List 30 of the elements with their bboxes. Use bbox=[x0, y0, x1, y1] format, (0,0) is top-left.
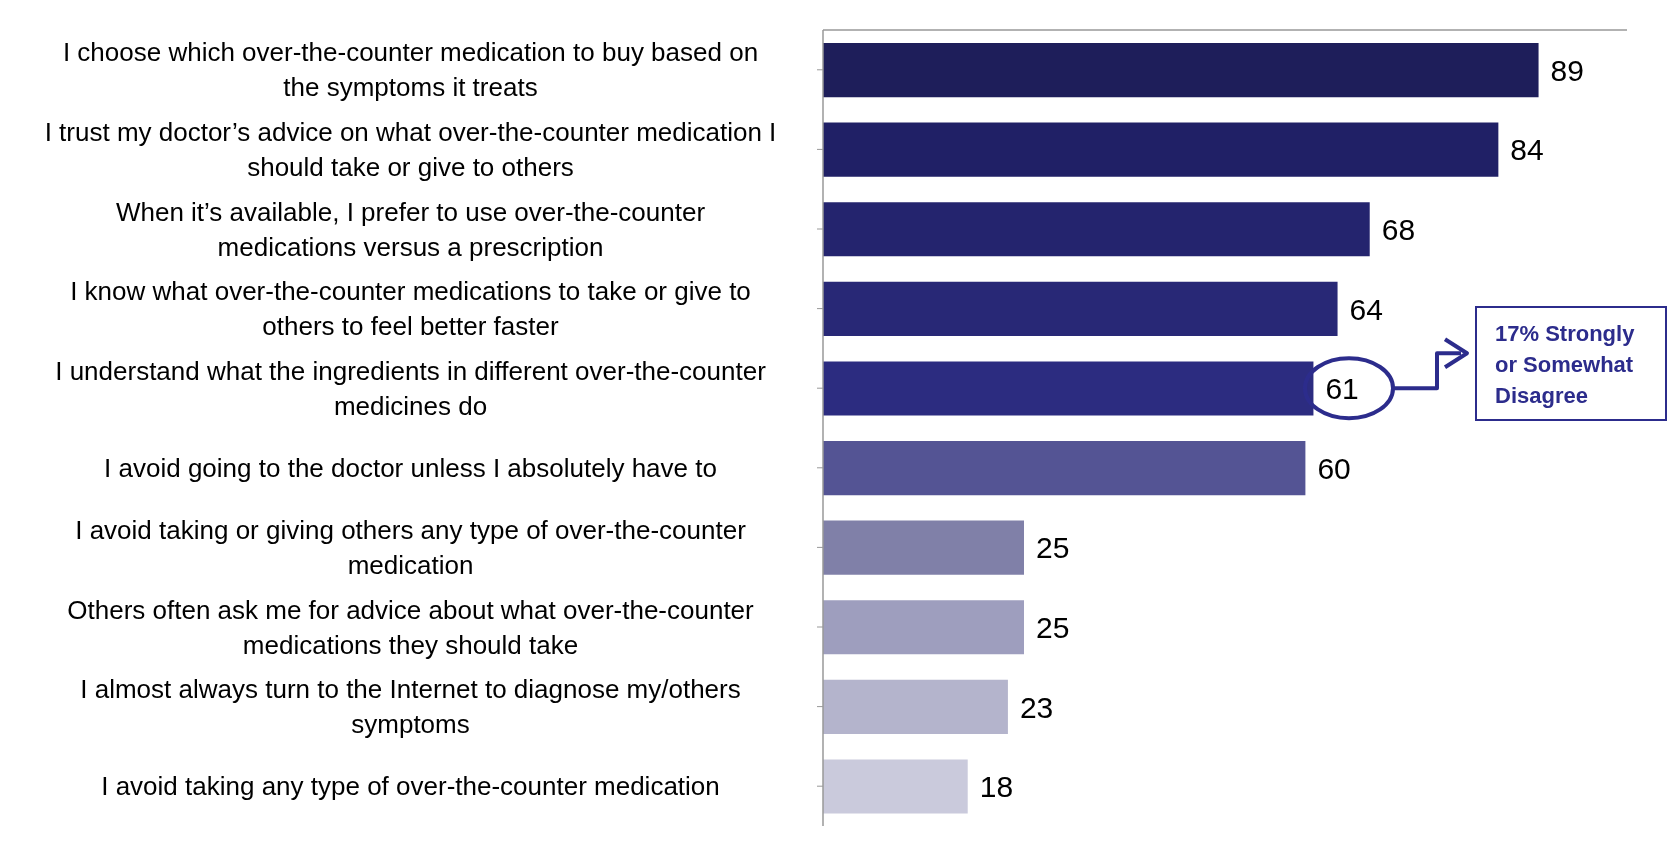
data-label: 68 bbox=[1381, 212, 1416, 246]
bar bbox=[823, 600, 1024, 655]
bar bbox=[823, 759, 968, 814]
bar bbox=[823, 43, 1539, 98]
y-tick-label: I trust my doctor’s advice on what over-the-counter medication I should take or give to others bbox=[44, 116, 777, 182]
bar bbox=[823, 202, 1370, 257]
bar bbox=[823, 281, 1338, 336]
y-tick-label: I understand what the ingredients in different over-the-counter medicines do bbox=[55, 355, 767, 421]
bar bbox=[823, 122, 1499, 177]
data-label: 64 bbox=[1349, 292, 1383, 326]
y-tick-label: I avoid taking any type of over-the-counter medication bbox=[101, 771, 720, 802]
bar bbox=[823, 679, 1008, 734]
data-label: 84 bbox=[1510, 133, 1544, 167]
data-label: 25 bbox=[1036, 531, 1070, 565]
y-tick-label: When it’s available, I prefer to use over-the-counter medications versus a prescription bbox=[115, 196, 706, 262]
annotation: 17% Strongly or Somewhat Disagree bbox=[1475, 306, 1667, 422]
bar bbox=[823, 441, 1306, 496]
data-label: 60 bbox=[1317, 451, 1351, 485]
data-label: 61 bbox=[1325, 372, 1359, 406]
data-label: 89 bbox=[1550, 53, 1584, 87]
y-tick-label: I avoid going to the doctor unless I absolutely have to bbox=[104, 452, 717, 483]
y-tick-label: I know what over-the-counter medications to take or give to others to feel better faster bbox=[70, 276, 751, 342]
bar bbox=[823, 520, 1024, 575]
y-tick-label: I almost always turn to the Internet to diagnose my/others symptoms bbox=[80, 674, 741, 740]
y-tick-label: I avoid taking or giving others any type of over-the-counter medication bbox=[75, 514, 747, 580]
data-label: 23 bbox=[1019, 690, 1054, 724]
data-label: 18 bbox=[979, 770, 1014, 804]
y-tick-label: Others often ask me for advice about what over-the-counter medications they should take bbox=[67, 594, 755, 660]
data-label: 25 bbox=[1036, 610, 1070, 644]
y-tick-label: I choose which over-the-counter medication to buy based on the symptoms it treats bbox=[62, 37, 759, 103]
